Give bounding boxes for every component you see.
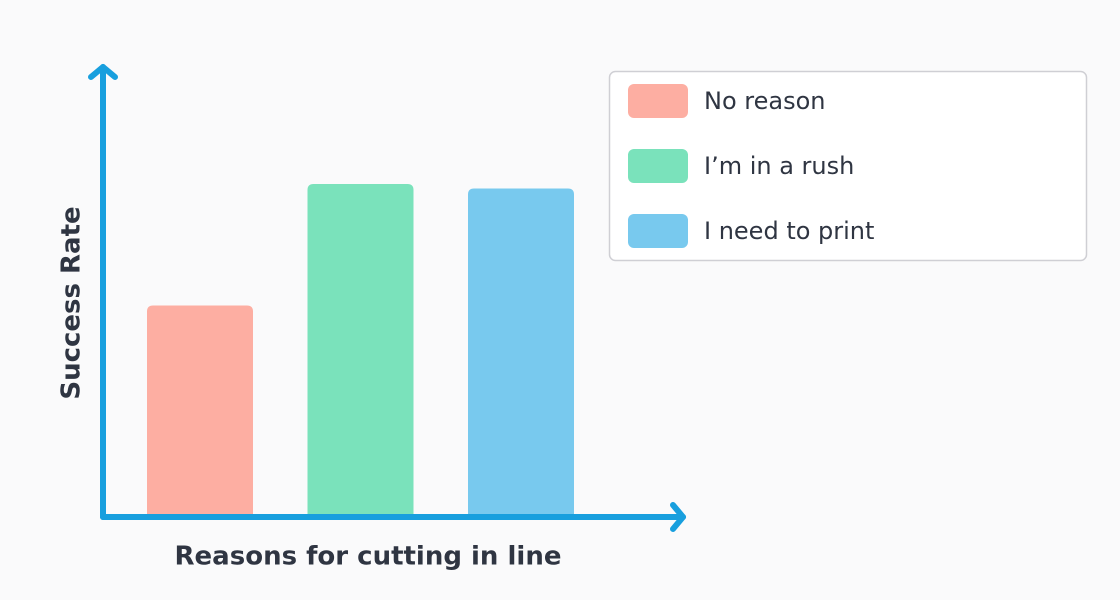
legend-swatch: [628, 84, 688, 118]
legend-swatch: [628, 214, 688, 248]
legend-box: [608, 70, 1088, 262]
bar: [468, 188, 574, 517]
legend-label: I need to print: [704, 217, 874, 245]
bar: [307, 184, 414, 517]
legend-label: No reason: [704, 87, 825, 115]
x-axis-arrow: [670, 502, 686, 532]
legend-swatch: [628, 149, 688, 183]
y-axis-arrow: [88, 64, 118, 80]
x-axis-label: Reasons for cutting in line: [175, 542, 562, 572]
y-axis-label: Success Rate: [57, 206, 87, 399]
legend-label: I’m in a rush: [704, 152, 854, 180]
bar: [147, 305, 253, 517]
